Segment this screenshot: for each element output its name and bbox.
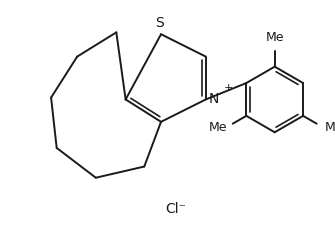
Text: Me: Me — [324, 121, 335, 133]
Text: Me: Me — [265, 31, 284, 44]
Text: +: + — [224, 83, 233, 92]
Text: S: S — [155, 16, 163, 30]
Text: Cl⁻: Cl⁻ — [165, 202, 187, 216]
Text: N: N — [208, 92, 219, 106]
Text: Me: Me — [208, 121, 227, 133]
